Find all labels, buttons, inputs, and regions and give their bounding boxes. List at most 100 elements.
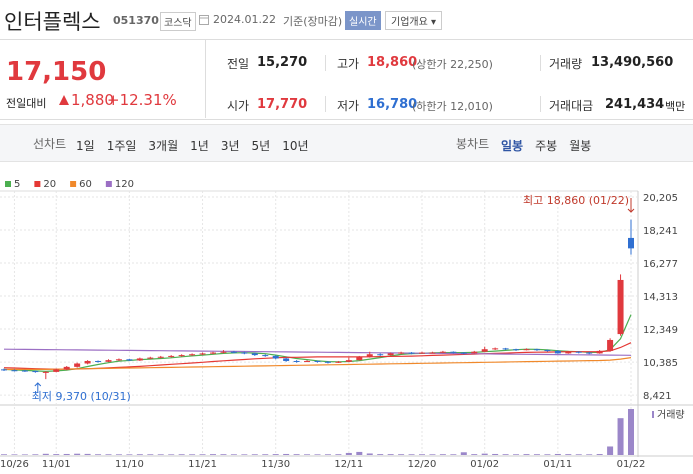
volume-bar [105, 454, 112, 455]
x-tick-label: 10/26 [0, 459, 29, 470]
volume-bar [283, 453, 290, 455]
date-basis: 기준(장마감) [283, 15, 343, 28]
y-tick-label: 14,313 [643, 292, 678, 303]
candle-body [272, 355, 279, 359]
candle-body [586, 352, 593, 354]
current-price: 17,150 [6, 57, 107, 87]
stat-value: 15,270 [257, 55, 308, 70]
change-label: 전일대비 [6, 97, 47, 110]
legend-swatch [34, 181, 41, 187]
period-button[interactable]: 5년 [251, 139, 271, 153]
date: 2024.01.22 [213, 13, 276, 26]
volume-bar [304, 454, 311, 455]
candle-body [481, 349, 488, 352]
y-tick-label: 18,241 [643, 226, 678, 237]
candle-body [377, 354, 384, 356]
volume-bar [1, 454, 7, 455]
stat-unit: 백만 [665, 100, 686, 113]
stat-label: 거래량 [549, 57, 583, 71]
high-annotation: 최고 18,860 (01/22) [523, 194, 629, 207]
volume-bar [565, 454, 572, 455]
candle-body [105, 360, 112, 362]
candle-body [314, 360, 321, 362]
stat-value: 16,780 [367, 97, 418, 112]
volume-bar [575, 454, 582, 455]
period-button[interactable]: 1주일 [106, 139, 137, 153]
candle-body [199, 353, 206, 355]
ma-line [3, 314, 632, 373]
candle-body [262, 355, 269, 357]
volume-bar [42, 453, 49, 455]
y-tick-label: 8,421 [643, 391, 672, 402]
line-chart-label[interactable]: 선차트 [33, 137, 67, 151]
candle-body [607, 339, 614, 351]
candle-body [11, 370, 18, 372]
volume-bar [398, 454, 405, 455]
volume-bar [178, 454, 185, 455]
legend-swatch [105, 181, 112, 187]
stat-label: 저가 [337, 99, 360, 113]
volume-bar [241, 454, 248, 455]
period-button[interactable]: 주봉 [535, 139, 558, 153]
candle-body [366, 354, 373, 357]
candle-period-list: 일봉 주봉 월봉 [501, 135, 603, 154]
candle-body [283, 358, 290, 361]
change-rate: +12.31% [107, 91, 177, 109]
candle-body [304, 360, 311, 362]
x-tick-label: 12/11 [334, 459, 363, 470]
volume-bar [324, 454, 331, 455]
stock-name: 인터플렉스 [4, 10, 101, 34]
candle-body [492, 348, 499, 350]
volume-bar [481, 453, 488, 455]
candle-body [251, 353, 258, 356]
divider [540, 96, 541, 112]
legend-label: 5 [14, 179, 20, 190]
volume-bar [450, 454, 457, 455]
volume-legend: 거래량 [657, 409, 685, 421]
company-button[interactable]: 기업개요 ▾ [385, 11, 443, 30]
calendar-icon [199, 15, 209, 25]
period-button[interactable]: 3개월 [148, 139, 179, 153]
period-button[interactable]: 일봉 [501, 139, 524, 153]
period-button[interactable]: 월봉 [569, 139, 592, 153]
volume-bar [523, 454, 530, 455]
divider [540, 55, 541, 71]
ma-line [4, 357, 632, 370]
x-tick-label: 11/21 [188, 459, 217, 470]
candle-body [178, 355, 185, 357]
candle-body [147, 357, 154, 359]
volume-bar [429, 454, 436, 455]
volume-bar [168, 454, 175, 455]
company-text: 기업개요 [391, 17, 428, 28]
period-button[interactable]: 10년 [282, 139, 309, 153]
volume-bar [230, 454, 237, 455]
candle-body [523, 349, 530, 351]
volume-bar [314, 454, 321, 455]
x-tick-label: 01/02 [470, 459, 499, 470]
candle-body [168, 355, 175, 357]
candle-body [32, 371, 39, 373]
period-button[interactable]: 1년 [190, 139, 209, 153]
candle-body [419, 352, 425, 354]
x-tick-label: 11/10 [115, 459, 144, 470]
candle-chart-label[interactable]: 봉차트 [456, 137, 490, 151]
up-arrow [59, 95, 69, 105]
x-tick-label: 11/30 [261, 459, 290, 470]
period-button[interactable]: 3년 [220, 139, 240, 153]
volume-bar [544, 454, 551, 455]
volume-bar [136, 454, 143, 455]
candle-body [157, 356, 164, 358]
volume-bar [408, 454, 415, 455]
volume-bar [492, 453, 499, 455]
period-button[interactable]: 1일 [76, 139, 95, 153]
volume-bar [21, 454, 28, 455]
ma-line [3, 348, 632, 356]
volume-bar [189, 454, 196, 455]
realtime-button[interactable]: 실시간 [345, 11, 381, 30]
candle-body [565, 351, 572, 354]
stock-code: 051370 [113, 14, 159, 27]
volume-bar [471, 454, 478, 455]
x-tick-label: 01/22 [617, 459, 646, 470]
candle-body [63, 366, 70, 370]
volume-bar [617, 418, 624, 455]
